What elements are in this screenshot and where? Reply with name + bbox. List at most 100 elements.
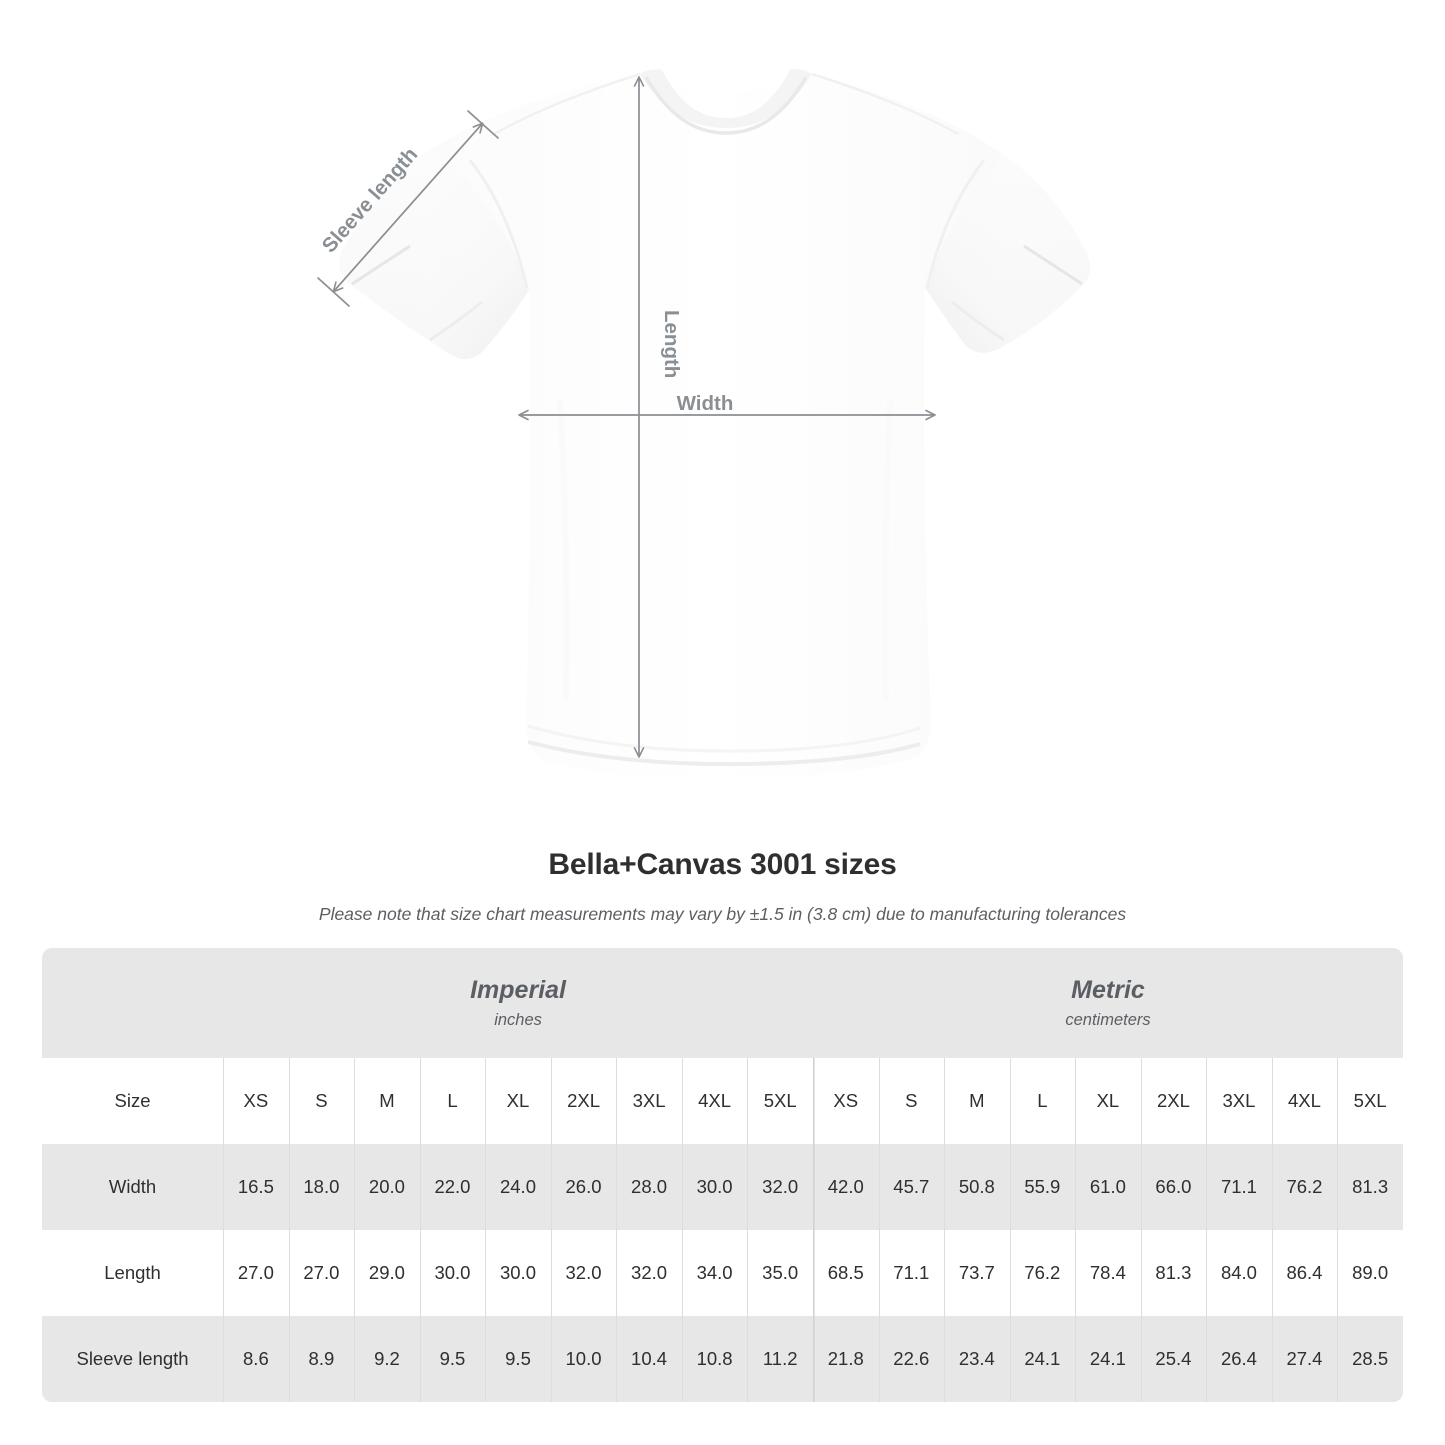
page-title: Bella+Canvas 3001 sizes bbox=[548, 848, 897, 881]
size-header-metric-2xl: 2XL bbox=[1140, 1058, 1207, 1144]
size-corner-label: Size bbox=[42, 1058, 224, 1144]
row-label-sleeve-length: Sleeve length bbox=[42, 1316, 224, 1402]
cell-length-imperial-5xl: 35.0 bbox=[747, 1230, 813, 1316]
cell-width-imperial-3xl: 28.0 bbox=[616, 1144, 682, 1230]
size-header-imperial-xs: XS bbox=[223, 1058, 289, 1144]
row-label-width: Width bbox=[42, 1144, 224, 1230]
cell-width-imperial-l: 22.0 bbox=[419, 1144, 486, 1230]
cell-sleeve-imperial-xl: 9.5 bbox=[485, 1316, 551, 1402]
cell-width-metric-xs: 42.0 bbox=[813, 1144, 879, 1230]
cell-length-imperial-m: 29.0 bbox=[354, 1230, 420, 1316]
cell-length-metric-m: 73.7 bbox=[944, 1230, 1010, 1316]
size-header-imperial-l: L bbox=[419, 1058, 486, 1144]
cell-length-imperial-2xl: 32.0 bbox=[550, 1230, 617, 1316]
shirt-shape bbox=[339, 69, 1090, 779]
cell-length-metric-xs: 68.5 bbox=[813, 1230, 879, 1316]
size-header-metric-xl: XL bbox=[1075, 1058, 1141, 1144]
cell-length-imperial-4xl: 34.0 bbox=[681, 1230, 748, 1316]
size-table-wrap: Imperial inches Metric centimeters Size … bbox=[42, 948, 1403, 1402]
cell-length-metric-l: 76.2 bbox=[1009, 1230, 1076, 1316]
size-header-imperial-xl: XL bbox=[485, 1058, 551, 1144]
cell-width-metric-l: 55.9 bbox=[1009, 1144, 1076, 1230]
length-label: Length bbox=[660, 310, 683, 378]
size-table: Imperial inches Metric centimeters Size … bbox=[42, 948, 1403, 1402]
cell-sleeve-imperial-3xl: 10.4 bbox=[616, 1316, 682, 1402]
tshirt-illustration: Length Width Sleeve length bbox=[317, 69, 1090, 779]
sleeve-tick-top bbox=[467, 110, 499, 139]
cell-width-imperial-4xl: 30.0 bbox=[681, 1144, 748, 1230]
unit-metric: Metric centimeters bbox=[813, 948, 1403, 1058]
cell-length-metric-xl: 78.4 bbox=[1075, 1230, 1141, 1316]
cell-length-imperial-l: 30.0 bbox=[419, 1230, 486, 1316]
table-row: Sleeve length 8.6 8.9 9.2 9.5 9.5 10.0 1… bbox=[42, 1316, 1403, 1402]
size-header-metric-3xl: 3XL bbox=[1206, 1058, 1272, 1144]
cell-sleeve-imperial-5xl: 11.2 bbox=[747, 1316, 813, 1402]
cell-sleeve-metric-m: 23.4 bbox=[944, 1316, 1010, 1402]
tolerance-note: Please note that size chart measurements… bbox=[318, 904, 1127, 924]
cell-width-metric-4xl: 76.2 bbox=[1271, 1144, 1338, 1230]
cell-length-imperial-3xl: 32.0 bbox=[616, 1230, 682, 1316]
cell-width-imperial-m: 20.0 bbox=[354, 1144, 420, 1230]
cell-width-metric-5xl: 81.3 bbox=[1337, 1144, 1403, 1230]
cell-sleeve-metric-2xl: 25.4 bbox=[1140, 1316, 1207, 1402]
cell-sleeve-metric-xl: 24.1 bbox=[1075, 1316, 1141, 1402]
cell-sleeve-metric-4xl: 27.4 bbox=[1271, 1316, 1338, 1402]
unit-metric-sub: centimeters bbox=[1065, 1011, 1151, 1029]
cell-sleeve-imperial-l: 9.5 bbox=[419, 1316, 486, 1402]
cell-sleeve-metric-l: 24.1 bbox=[1009, 1316, 1076, 1402]
size-header-row: Size XS S M L XL 2XL 3XL 4XL 5XL XS S M … bbox=[42, 1058, 1403, 1144]
size-header-imperial-2xl: 2XL bbox=[550, 1058, 617, 1144]
cell-sleeve-metric-s: 22.6 bbox=[878, 1316, 945, 1402]
table-row: Length 27.0 27.0 29.0 30.0 30.0 32.0 32.… bbox=[42, 1230, 1403, 1316]
width-label: Width bbox=[677, 392, 734, 415]
size-header-imperial-m: M bbox=[354, 1058, 420, 1144]
cell-sleeve-imperial-m: 9.2 bbox=[354, 1316, 420, 1402]
cell-width-metric-m: 50.8 bbox=[944, 1144, 1010, 1230]
cell-width-imperial-5xl: 32.0 bbox=[747, 1144, 813, 1230]
cell-width-metric-2xl: 66.0 bbox=[1140, 1144, 1207, 1230]
cell-sleeve-imperial-2xl: 10.0 bbox=[550, 1316, 617, 1402]
size-header-metric-5xl: 5XL bbox=[1337, 1058, 1403, 1144]
size-header-metric-l: L bbox=[1009, 1058, 1076, 1144]
cell-length-imperial-xl: 30.0 bbox=[485, 1230, 551, 1316]
heading-block: Bella+Canvas 3001 sizes Please note that… bbox=[0, 845, 1445, 927]
unit-imperial-sub: inches bbox=[494, 1011, 542, 1029]
cell-width-imperial-xl: 24.0 bbox=[485, 1144, 551, 1230]
cell-width-metric-3xl: 71.1 bbox=[1206, 1144, 1272, 1230]
size-header-imperial-5xl: 5XL bbox=[747, 1058, 813, 1144]
cell-width-imperial-2xl: 26.0 bbox=[550, 1144, 617, 1230]
size-header-imperial-4xl: 4XL bbox=[681, 1058, 748, 1144]
cell-length-metric-3xl: 84.0 bbox=[1206, 1230, 1272, 1316]
cell-length-metric-2xl: 81.3 bbox=[1140, 1230, 1207, 1316]
cell-width-imperial-xs: 16.5 bbox=[223, 1144, 289, 1230]
unit-imperial-name: Imperial bbox=[470, 976, 566, 1004]
cell-sleeve-metric-3xl: 26.4 bbox=[1206, 1316, 1272, 1402]
cell-sleeve-metric-5xl: 28.5 bbox=[1337, 1316, 1403, 1402]
cell-width-imperial-s: 18.0 bbox=[288, 1144, 355, 1230]
size-header-imperial-s: S bbox=[288, 1058, 355, 1144]
cell-width-metric-s: 45.7 bbox=[878, 1144, 945, 1230]
size-header-imperial-3xl: 3XL bbox=[616, 1058, 682, 1144]
cell-length-imperial-xs: 27.0 bbox=[223, 1230, 289, 1316]
size-header-metric-4xl: 4XL bbox=[1271, 1058, 1338, 1144]
cell-length-metric-s: 71.1 bbox=[878, 1230, 945, 1316]
size-header-metric-s: S bbox=[878, 1058, 945, 1144]
row-label-length: Length bbox=[42, 1230, 224, 1316]
unit-band-corner bbox=[42, 948, 224, 1058]
cell-sleeve-metric-xs: 21.8 bbox=[813, 1316, 879, 1402]
unit-metric-name: Metric bbox=[1071, 976, 1145, 1004]
sleeve-arrow bbox=[332, 122, 484, 293]
table-row: Width 16.5 18.0 20.0 22.0 24.0 26.0 28.0… bbox=[42, 1144, 1403, 1230]
size-header-metric-xs: XS bbox=[813, 1058, 879, 1144]
sleeve-tick-bottom bbox=[317, 277, 350, 307]
cell-length-metric-5xl: 89.0 bbox=[1337, 1230, 1403, 1316]
cell-sleeve-imperial-s: 8.9 bbox=[288, 1316, 355, 1402]
cell-length-metric-4xl: 86.4 bbox=[1271, 1230, 1338, 1316]
unit-imperial: Imperial inches bbox=[223, 948, 813, 1058]
size-header-metric-m: M bbox=[944, 1058, 1010, 1144]
unit-band-row: Imperial inches Metric centimeters bbox=[42, 948, 1403, 1058]
cell-width-metric-xl: 61.0 bbox=[1075, 1144, 1141, 1230]
cell-sleeve-imperial-xs: 8.6 bbox=[223, 1316, 289, 1402]
measurement-guides bbox=[317, 76, 936, 758]
